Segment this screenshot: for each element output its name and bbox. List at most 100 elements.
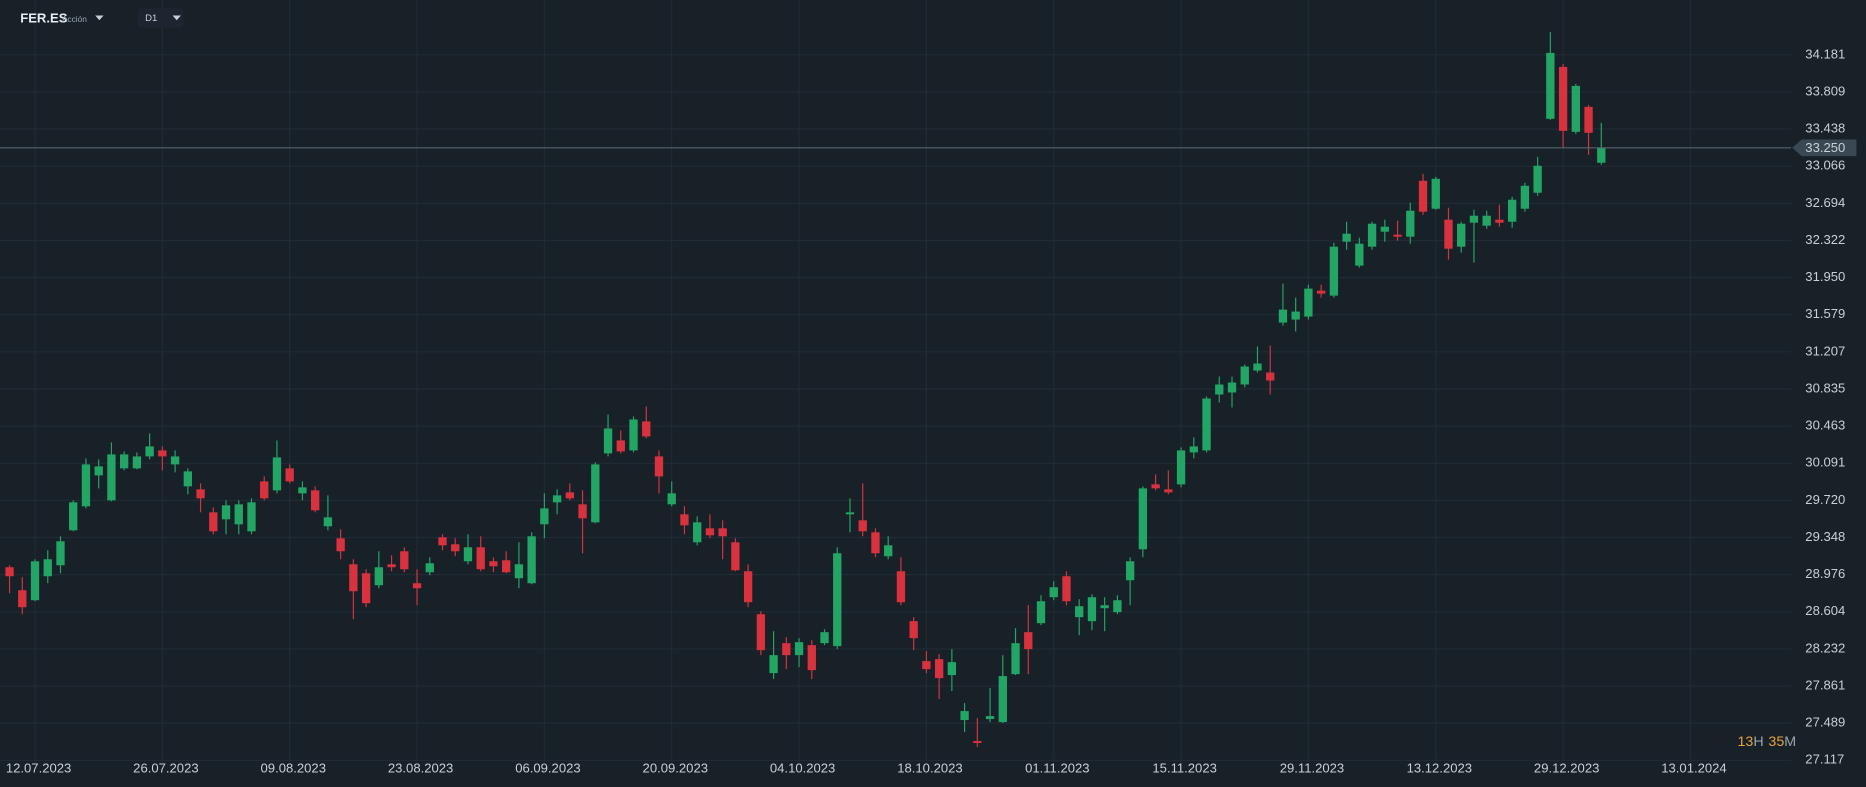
x-tick-label: 23.08.2023 — [388, 761, 453, 776]
candle-body — [1469, 215, 1479, 223]
candle-body — [1278, 309, 1288, 323]
candle-body — [1546, 52, 1555, 119]
candle-body — [119, 454, 129, 469]
candle-body — [94, 466, 103, 476]
candle-body — [1367, 223, 1377, 247]
candle-body — [1418, 180, 1428, 212]
candle-body — [833, 553, 842, 647]
y-tick-label: 31.950 — [1805, 269, 1845, 284]
candle-body — [756, 614, 766, 651]
candle-body — [973, 741, 982, 744]
candle-body — [514, 564, 524, 579]
dropdown-arrow[interactable] — [172, 15, 181, 21]
candle-body — [412, 583, 422, 589]
candle-body — [743, 571, 753, 603]
candle-body — [1125, 561, 1135, 581]
timeframe[interactable]: D1 — [145, 13, 157, 24]
candle-body — [81, 464, 91, 507]
candle-body — [603, 428, 613, 454]
y-tick-label: 32.694 — [1805, 195, 1845, 210]
countdown-minutes: 35 — [1768, 734, 1784, 750]
candle-body — [336, 538, 345, 552]
x-tick-label: 06.09.2023 — [515, 761, 580, 776]
y-tick-label: 29.348 — [1805, 529, 1845, 544]
y-tick-label: 34.181 — [1805, 46, 1845, 61]
candle-body — [1597, 147, 1606, 163]
candle-body — [425, 563, 434, 573]
y-tick-label: 33.809 — [1805, 83, 1845, 98]
candle-body — [922, 661, 931, 670]
x-tick-label: 13.12.2023 — [1407, 761, 1472, 776]
candle-body — [1164, 489, 1173, 493]
candle-body — [1253, 363, 1262, 371]
candle-body — [387, 564, 396, 568]
candle-body — [1507, 199, 1517, 222]
candle-body — [1215, 384, 1224, 395]
timeframe-box[interactable] — [138, 8, 184, 28]
symbol[interactable]: FER.ES — [20, 11, 68, 26]
y-tick-label: 28.976 — [1805, 566, 1845, 581]
candle-body — [1444, 219, 1453, 249]
candle-body — [1304, 288, 1313, 317]
candle-body — [769, 655, 778, 674]
candle-body — [438, 537, 447, 546]
candle-body — [1036, 601, 1046, 624]
candle-body — [680, 514, 689, 526]
candle-body — [69, 502, 78, 531]
candle-body — [1482, 215, 1491, 226]
dropdown-arrow[interactable] — [95, 15, 104, 21]
candles — [5, 31, 1606, 748]
candle-body — [18, 590, 27, 608]
candle-body — [400, 551, 409, 570]
symbol-selector[interactable]: FER.ES Acción — [20, 11, 104, 26]
candle-body — [1533, 165, 1542, 193]
candle-body — [260, 481, 269, 499]
candle-body — [807, 645, 816, 671]
y-tick-label: 27.861 — [1805, 677, 1845, 692]
candle-body — [896, 571, 906, 603]
candle-body — [183, 471, 192, 487]
x-tick-label: 12.07.2023 — [6, 761, 71, 776]
candle-body — [56, 541, 65, 566]
candle-body — [1355, 243, 1364, 266]
candle-body — [845, 512, 855, 515]
timeframe-selector[interactable]: D1 — [138, 8, 184, 28]
candle-body — [667, 493, 676, 505]
candle-body — [1495, 219, 1504, 223]
x-tick-label: 29.12.2023 — [1534, 761, 1599, 776]
candle-body — [820, 632, 829, 644]
candle-body — [374, 567, 383, 586]
candle-body — [310, 490, 320, 511]
y-tick-label: 32.322 — [1805, 232, 1845, 247]
candle-body — [1113, 600, 1122, 613]
candle-body — [540, 508, 549, 525]
candle-body — [578, 504, 587, 519]
y-tick-label: 30.091 — [1805, 455, 1845, 470]
overlay: 34.181 33.809 33.438 33.066 32.694 32.322 31.9… — [0, 46, 1857, 776]
candle-body — [1227, 382, 1237, 393]
candle-body — [1100, 605, 1109, 609]
candle-body — [527, 536, 536, 584]
candle-body — [1316, 290, 1326, 294]
candle-body — [361, 573, 371, 604]
countdown: 13H 35M — [1737, 734, 1796, 750]
candle-body — [107, 454, 116, 501]
candle-body — [591, 464, 600, 523]
candle-body — [451, 544, 460, 552]
candle-body — [234, 504, 243, 525]
candle-body — [1431, 178, 1440, 209]
x-tick-label: 18.10.2023 — [897, 761, 962, 776]
candle-body — [43, 559, 52, 577]
candle-body — [871, 532, 880, 554]
x-tick-label: 20.09.2023 — [643, 761, 708, 776]
candle-body — [1342, 233, 1351, 242]
candle-body — [476, 547, 485, 570]
candle-body — [221, 505, 231, 520]
y-tick-label: 31.579 — [1805, 306, 1845, 321]
instrument-type: Acción — [62, 14, 87, 24]
candle-body — [947, 662, 957, 676]
candle-body — [1011, 643, 1020, 675]
candle-body — [170, 456, 180, 465]
